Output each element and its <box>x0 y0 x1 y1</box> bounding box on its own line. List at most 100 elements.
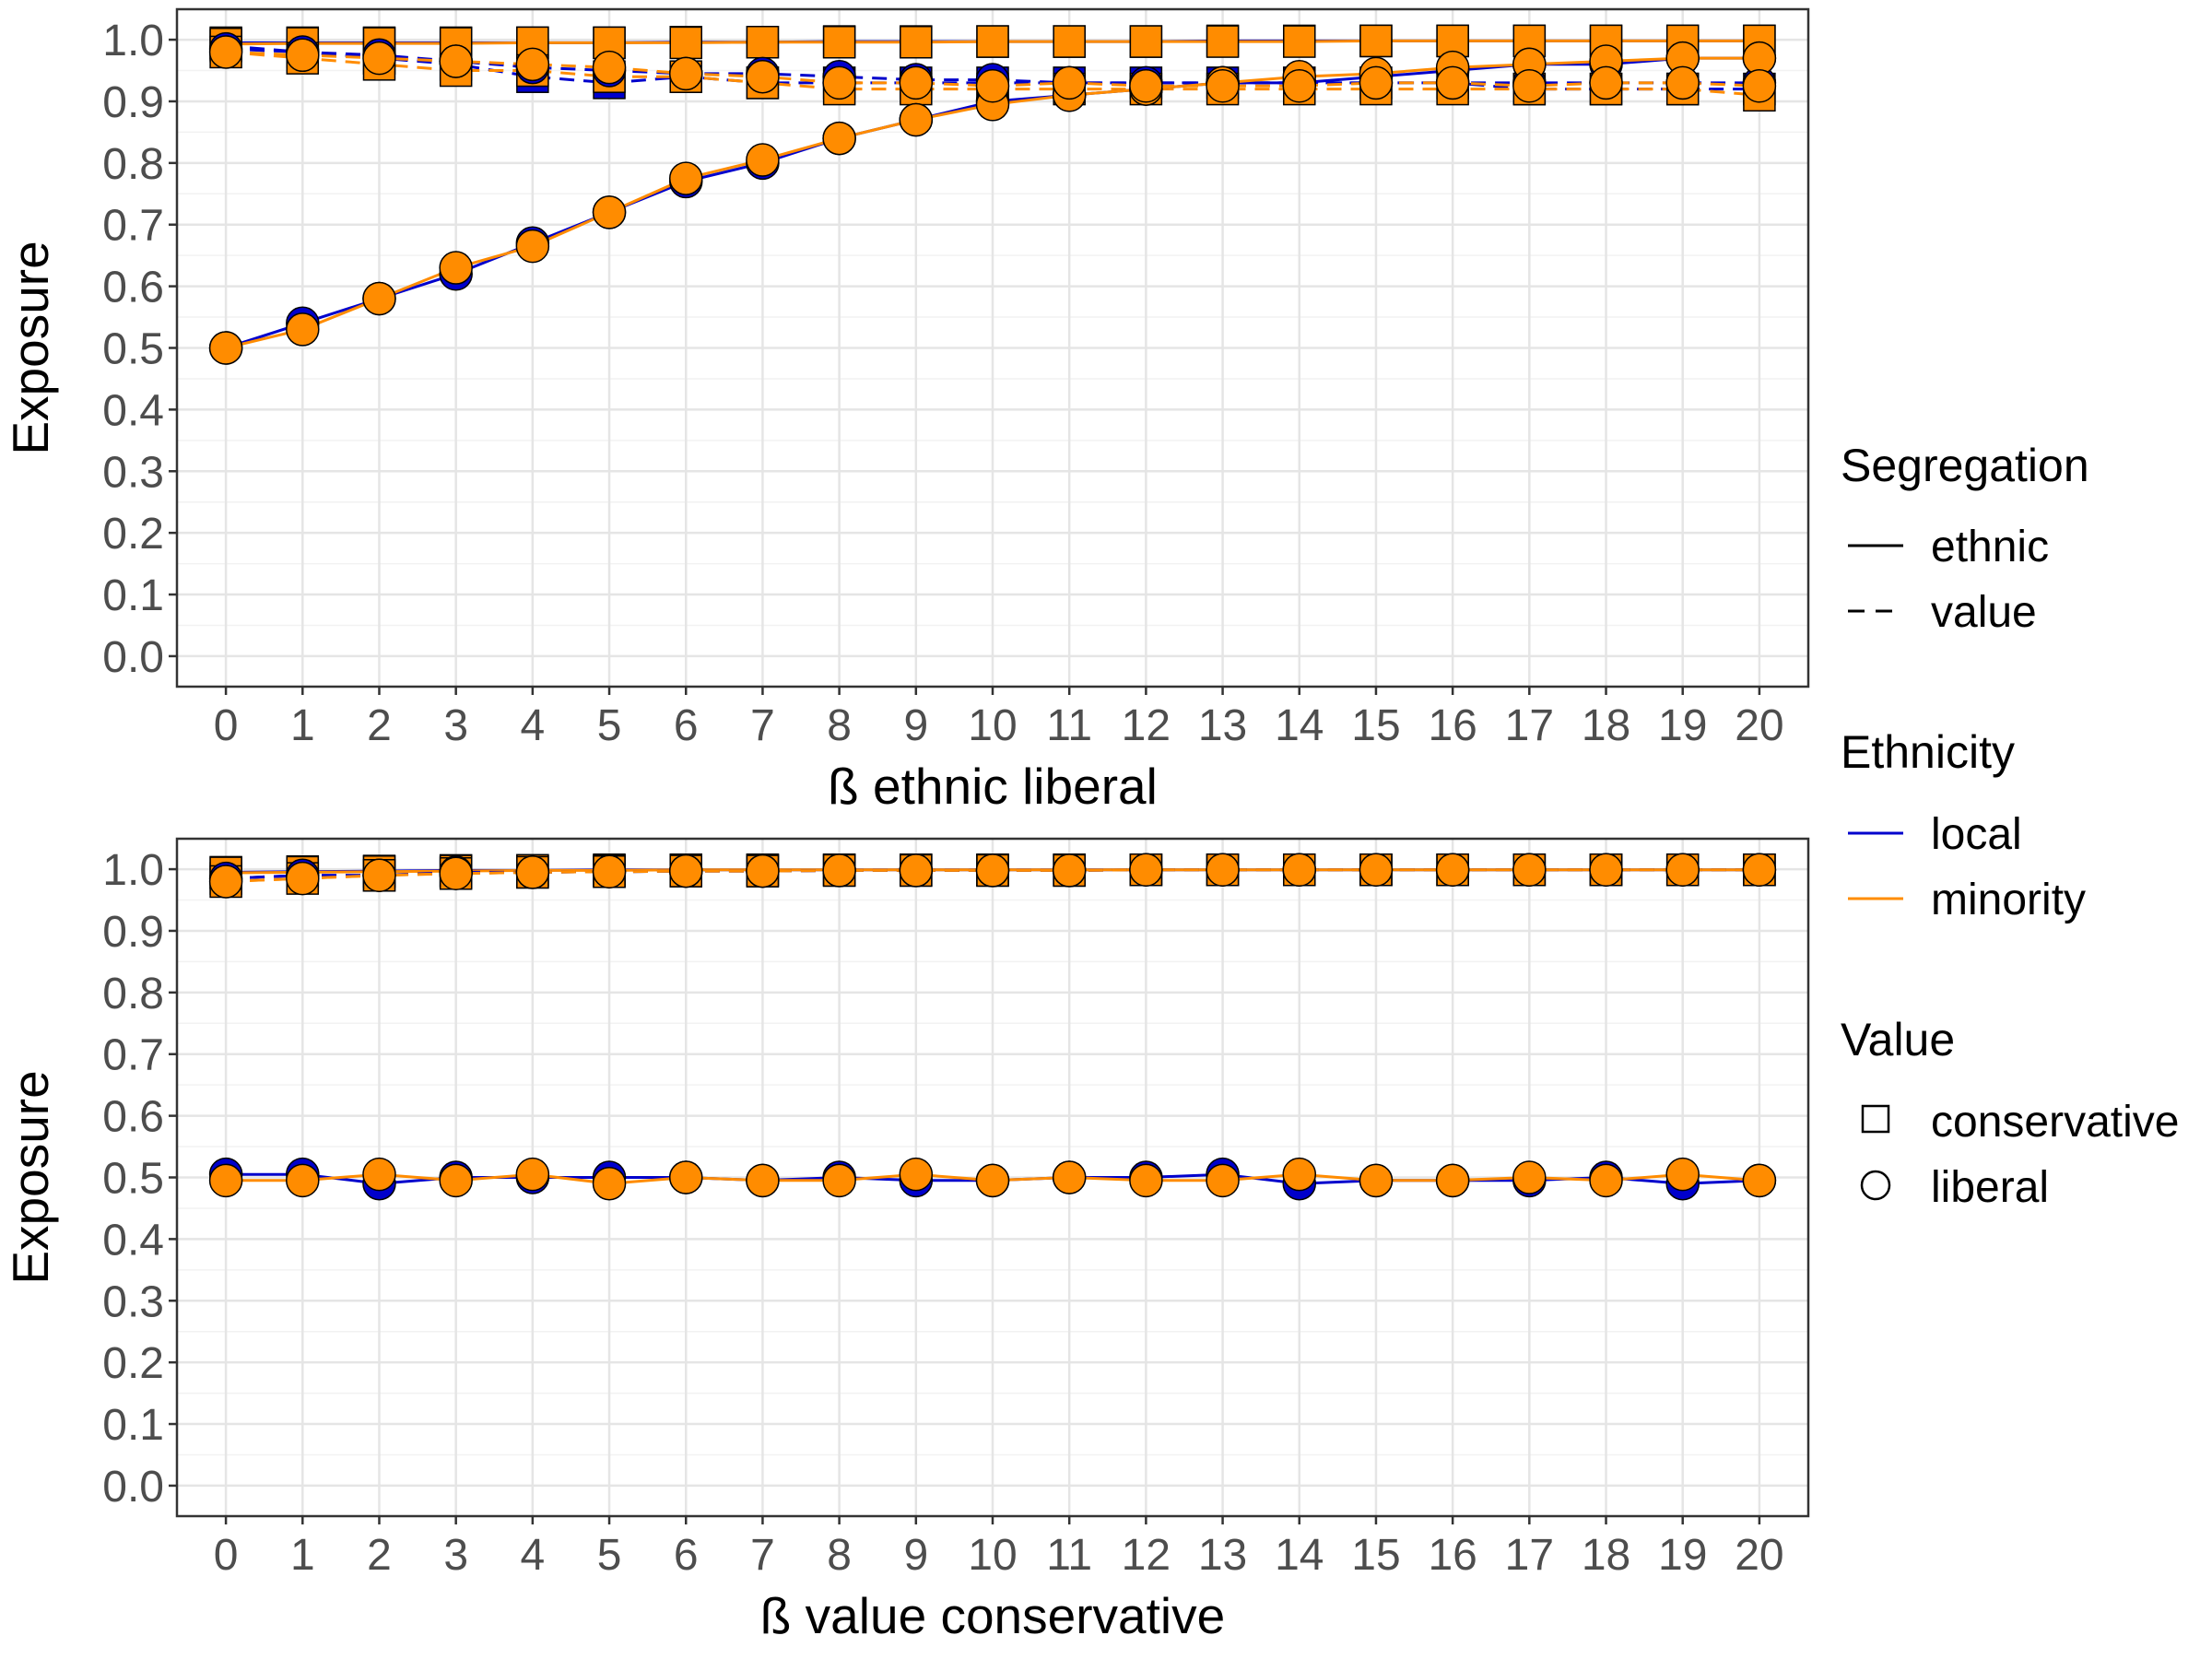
bottom-panel: 0.00.10.20.30.40.50.60.70.80.91.00 1 2 3 4 5 6… <box>2 837 1810 1644</box>
x-tick-label: 20 <box>1735 1531 1783 1580</box>
x-tick-label: 7 <box>750 1531 775 1580</box>
y-tick-label: 0.5 <box>102 325 164 374</box>
data-point-value-minority-liberal <box>208 865 243 899</box>
data-point-value-minority-liberal <box>1282 68 1317 103</box>
data-point-ethnic-minority-liberal <box>1512 1160 1547 1194</box>
y-tick-label: 0.2 <box>102 510 164 559</box>
data-point-ethnic-minority-liberal <box>362 281 396 316</box>
data-point-ethnic-minority-liberal <box>515 229 550 264</box>
data-point-value-minority-liberal <box>822 65 856 100</box>
x-tick-label: 0 <box>214 1531 239 1580</box>
x-tick-label: 16 <box>1428 1531 1477 1580</box>
y-tick-label: 0.8 <box>102 970 164 1018</box>
data-point-value-minority-liberal <box>515 47 550 82</box>
data-point-value-minority-liberal <box>1359 853 1394 887</box>
y-tick-label: 0.4 <box>102 386 164 435</box>
data-point-value-minority-liberal <box>1742 853 1777 887</box>
data-point-ethnic-minority-liberal <box>286 1163 320 1198</box>
data-point-ethnic-minority-conservative <box>822 26 856 59</box>
legend-title-value: Value <box>1841 1014 1955 1065</box>
top-panel: 0.00.10.20.30.40.50.60.70.80.91.00 1 2 3 4 5 6… <box>2 7 1810 815</box>
legend-title-segregation: Segregation <box>1841 440 2089 491</box>
data-point-value-minority-liberal <box>1512 68 1547 103</box>
data-point-ethnic-minority-liberal <box>286 312 320 347</box>
y-tick-label: 0.5 <box>102 1155 164 1204</box>
data-point-ethnic-minority-liberal <box>822 1163 856 1198</box>
x-tick-label: 20 <box>1735 701 1783 750</box>
data-point-ethnic-minority-conservative <box>1359 24 1393 58</box>
x-tick-label: 18 <box>1582 1531 1630 1580</box>
data-point-ethnic-minority-liberal <box>1052 1160 1087 1194</box>
x-tick-label: 14 <box>1275 1531 1324 1580</box>
data-point-ethnic-minority-conservative <box>976 25 1009 58</box>
data-point-ethnic-minority-liberal <box>975 1163 1010 1198</box>
data-point-value-minority-liberal <box>1206 853 1240 887</box>
data-point-value-minority-liberal <box>1665 65 1700 100</box>
data-point-ethnic-minority-liberal <box>208 1163 243 1198</box>
x-tick-label: 0 <box>214 701 239 750</box>
data-point-value-minority-liberal <box>439 856 473 891</box>
data-point-ethnic-minority-liberal <box>515 1157 550 1192</box>
y-tick-label: 0.0 <box>102 1463 164 1512</box>
data-point-value-minority-liberal <box>1052 65 1087 100</box>
y-tick-label: 1.0 <box>102 846 164 895</box>
y-tick-label: 0.0 <box>102 633 164 682</box>
data-point-ethnic-minority-liberal <box>208 331 243 365</box>
data-point-value-minority-liberal <box>286 861 320 896</box>
data-point-value-minority-liberal <box>899 65 934 100</box>
data-point-value-minority-liberal <box>668 853 703 888</box>
data-point-value-minority-liberal <box>1052 853 1087 888</box>
data-point-ethnic-minority-liberal <box>822 121 856 156</box>
data-point-ethnic-minority-liberal <box>1589 1163 1623 1198</box>
data-point-ethnic-minority-conservative <box>1283 25 1316 58</box>
x-tick-label: 4 <box>521 1531 546 1580</box>
data-point-ethnic-minority-conservative <box>1206 25 1240 58</box>
data-point-ethnic-minority-liberal <box>362 1157 396 1192</box>
x-tick-label: 13 <box>1198 701 1247 750</box>
y-tick-label: 0.3 <box>102 1277 164 1326</box>
x-tick-label: 15 <box>1351 1531 1400 1580</box>
x-tick-label: 6 <box>674 701 699 750</box>
x-axis-title-bottom: ß value conservative <box>760 1587 1225 1644</box>
x-tick-label: 7 <box>750 701 775 750</box>
data-point-value-minority-liberal <box>1589 853 1623 887</box>
y-axis-title-top: Exposure <box>2 241 59 454</box>
data-point-value-minority-liberal <box>439 44 473 78</box>
data-point-ethnic-minority-liberal <box>1359 1163 1394 1198</box>
y-tick-label: 0.3 <box>102 448 164 497</box>
data-point-value-minority-liberal <box>1742 68 1777 103</box>
data-point-ethnic-minority-liberal <box>592 1166 627 1201</box>
y-tick-label: 0.6 <box>102 1093 164 1142</box>
x-tick-label: 6 <box>674 1531 699 1580</box>
data-point-value-minority-liberal <box>1129 853 1163 887</box>
data-point-value-minority-liberal <box>746 59 780 94</box>
x-tick-label: 9 <box>903 701 928 750</box>
data-point-value-minority-liberal <box>515 855 550 889</box>
x-tick-label: 10 <box>968 1531 1017 1580</box>
x-tick-label: 9 <box>903 1531 928 1580</box>
data-point-ethnic-minority-liberal <box>899 102 934 137</box>
x-tick-label: 19 <box>1658 701 1707 750</box>
data-point-value-minority-liberal <box>592 854 627 889</box>
x-tick-label: 1 <box>290 1531 315 1580</box>
x-tick-label: 17 <box>1505 701 1554 750</box>
data-point-value-minority-liberal <box>975 853 1010 888</box>
data-point-ethnic-minority-liberal <box>899 1157 934 1192</box>
data-point-ethnic-minority-conservative <box>746 26 780 59</box>
data-point-value-minority-liberal <box>1435 65 1470 100</box>
y-tick-label: 0.2 <box>102 1339 164 1388</box>
x-axis-title-top: ß ethnic liberal <box>828 758 1158 815</box>
data-point-ethnic-minority-liberal <box>439 1163 473 1198</box>
x-tick-label: 2 <box>367 701 392 750</box>
data-point-value-minority-liberal <box>668 56 703 91</box>
x-tick-label: 18 <box>1582 701 1630 750</box>
data-point-ethnic-minority-conservative <box>900 26 933 59</box>
y-tick-label: 0.8 <box>102 140 164 189</box>
x-tick-label: 17 <box>1505 1531 1554 1580</box>
data-point-value-minority-liberal <box>822 853 856 888</box>
data-point-value-minority-liberal <box>1359 65 1394 100</box>
data-point-ethnic-minority-liberal <box>1742 1163 1777 1198</box>
x-tick-label: 1 <box>290 701 315 750</box>
data-point-value-minority-liberal <box>362 858 396 893</box>
data-point-value-minority-liberal <box>1282 853 1317 887</box>
